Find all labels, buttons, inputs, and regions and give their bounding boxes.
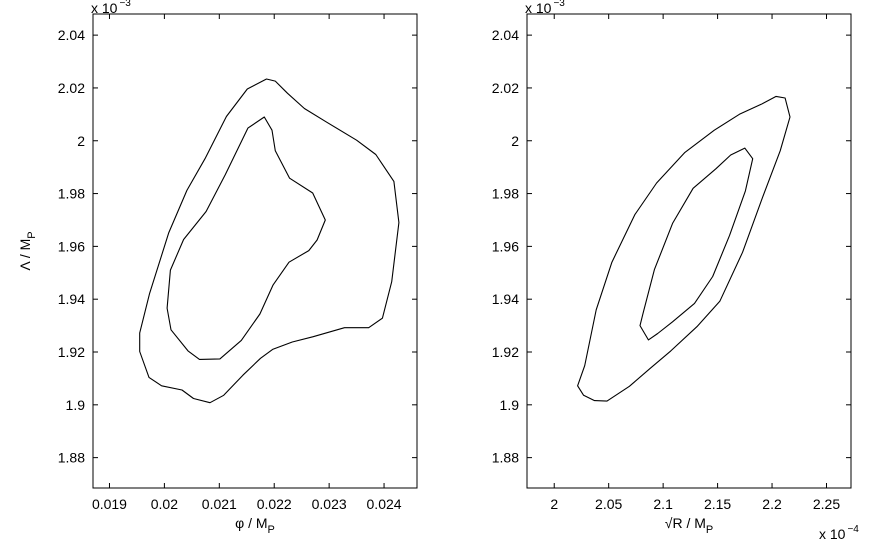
y-tick-label: 2 [77, 133, 85, 149]
y-tick-label: 1.88 [492, 450, 519, 466]
y-axis-label-main: Λ / M [17, 239, 33, 271]
x-axis-label-main: φ / M [235, 515, 267, 531]
y-tick-label: 1.96 [492, 238, 519, 254]
x-tick-label: 0.024 [367, 496, 402, 512]
x-multiplier-base: x 10 [819, 526, 846, 542]
y-multiplier-exp: −3 [553, 0, 565, 9]
panel-left: 0.019 0.02 0.021 0.022 0.023 0.024 1.88 1.9 1.92… [17, 0, 418, 536]
x-tick-label: 2.1 [653, 496, 673, 512]
contour-outer [577, 95, 791, 402]
y-tick-label: 1.94 [492, 291, 519, 307]
x-tick-label: 2.15 [704, 496, 731, 512]
x-tick-label: 0.021 [202, 496, 237, 512]
y-tick-label: 1.92 [58, 344, 85, 360]
y-tick-label: 1.88 [58, 450, 85, 466]
y-tick-label: 2.02 [58, 80, 85, 96]
y-tick-label: 1.92 [492, 344, 519, 360]
x-tick-label: 2.2 [762, 496, 782, 512]
x-tick-label: 2.25 [813, 496, 840, 512]
x-multiplier: x 10 −4 [819, 524, 859, 542]
y-multiplier: x 10 −3 [525, 0, 565, 16]
x-tick-label: 0.02 [151, 496, 178, 512]
y-multiplier-base: x 10 [91, 0, 118, 16]
x-tick-label: 2.05 [595, 496, 622, 512]
contour-outer [139, 78, 400, 404]
x-tick-label: 0.023 [312, 496, 347, 512]
y-tick-label: 2.04 [58, 27, 85, 43]
x-axis-label: √R / MP [665, 515, 713, 536]
x-axis-label-sub: P [268, 524, 275, 536]
y-tick-label: 1.96 [58, 238, 85, 254]
y-axis-label-sub: P [26, 231, 38, 238]
y-tick-label: 1.94 [58, 291, 85, 307]
x-axis-label-sub: P [706, 524, 713, 536]
y-axis-label: Λ / MP [17, 231, 38, 270]
axes-box [92, 13, 418, 489]
y-tick-label: 2.02 [492, 80, 519, 96]
y-tick-label: 2 [511, 133, 519, 149]
y-tick-label: 1.9 [500, 397, 520, 413]
y-tick-label: 2.04 [492, 27, 519, 43]
x-tick-label: 0.022 [257, 496, 292, 512]
x-multiplier-exp: −4 [847, 524, 859, 535]
y-multiplier: x 10 −3 [91, 0, 131, 16]
panel-right: 2 2.05 2.1 2.15 2.2 2.25 1.88 1.9 1.92 1.94 1.96 1.… [492, 0, 860, 542]
axes-box [526, 13, 852, 489]
contour-inner [639, 147, 754, 341]
y-multiplier-base: x 10 [525, 0, 552, 16]
y-multiplier-exp: −3 [119, 0, 131, 9]
y-tick-label: 1.98 [58, 186, 85, 202]
y-tick-label: 1.98 [492, 186, 519, 202]
x-axis-label: φ / MP [235, 515, 275, 536]
x-axis-label-main: √R / M [665, 515, 706, 531]
x-tick-label: 2 [550, 496, 558, 512]
y-tick-label: 1.9 [66, 397, 86, 413]
x-tick-label: 0.019 [92, 496, 127, 512]
contour-inner [166, 116, 326, 360]
